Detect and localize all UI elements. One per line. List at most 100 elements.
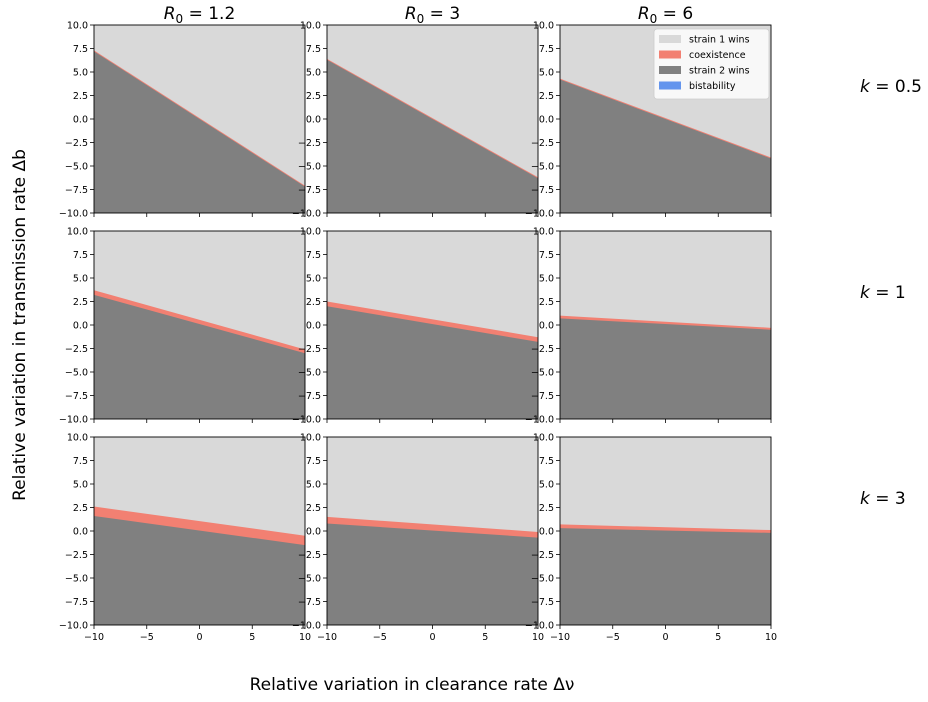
y-tick-label: 7.5 — [539, 44, 554, 55]
y-tick-label: 5.0 — [306, 67, 321, 78]
y-tick-label: 7.5 — [306, 250, 321, 261]
panel-r2-c2: 10.0 7.5 5.0 2.5 0.0 −2.5 −5.0 −7.5 −10.0−10 −5 0 5… — [525, 432, 777, 643]
panel-r1-c2: 10.0 7.5 5.0 2.5 0.0 −2.5 −5.0 −7.5 −10.0 — [525, 226, 772, 425]
y-tick-label: −2.5 — [298, 138, 321, 149]
x-tick-label: −5 — [140, 632, 154, 643]
y-tick-label: 0.0 — [73, 114, 88, 125]
y-tick-label: 0.0 — [73, 526, 88, 537]
y-tick-label: −7.5 — [65, 391, 88, 402]
y-tick-label: 10.0 — [300, 20, 321, 31]
region-strain2-wins — [327, 306, 538, 419]
panel-r0-c1: 10.0 7.5 5.0 2.5 0.0 −2.5 −5.0 −7.5 −10.0 — [292, 20, 539, 219]
y-tick-label: 7.5 — [73, 456, 88, 467]
y-tick-label: −10.0 — [292, 620, 321, 631]
region-strain2-wins — [94, 294, 305, 419]
y-tick-label: 5.0 — [539, 479, 554, 490]
y-tick-label: 2.5 — [306, 297, 321, 308]
x-tick-label: 0 — [429, 632, 435, 643]
region-strain2-wins — [560, 79, 771, 214]
region-strain2-wins — [560, 318, 771, 419]
y-tick-label: 2.5 — [73, 91, 88, 102]
legend-label: strain 1 wins — [689, 35, 750, 46]
y-tick-label: −10.0 — [59, 208, 88, 219]
y-tick-label: −2.5 — [65, 344, 88, 355]
y-tick-label: −2.5 — [65, 138, 88, 149]
region-strain2-wins — [94, 51, 305, 213]
legend-box — [653, 28, 770, 100]
row-label: k = 3 — [860, 489, 906, 509]
y-tick-label: 2.5 — [539, 503, 554, 514]
y-tick-label: −7.5 — [531, 185, 554, 196]
panel-r2-c0: 10.0 7.5 5.0 2.5 0.0 −2.5 −5.0 −7.5 −10.0−10 −5 0 5… — [59, 432, 311, 643]
legend-swatch — [659, 35, 681, 43]
x-tick-label: 5 — [249, 632, 255, 643]
y-tick-label: 10.0 — [533, 20, 554, 31]
panel-r2-c1: 10.0 7.5 5.0 2.5 0.0 −2.5 −5.0 −7.5 −10.0−10 −5 0 5… — [292, 432, 544, 643]
panel-r0-c2: 10.0 7.5 5.0 2.5 0.0 −2.5 −5.0 −7.5 −10.0 — [525, 20, 772, 219]
y-tick-label: 0.0 — [539, 526, 554, 537]
y-tick-label: 2.5 — [73, 297, 88, 308]
column-title: R0 = 6 — [638, 4, 693, 26]
legend-swatch — [659, 50, 681, 59]
x-tick-label: −5 — [606, 632, 620, 643]
y-tick-label: −10.0 — [292, 208, 321, 219]
x-axis-title: Relative variation in clearance rate Δν — [250, 675, 575, 695]
y-tick-label: −2.5 — [298, 550, 321, 561]
y-tick-label: −7.5 — [65, 185, 88, 196]
y-tick-label: 2.5 — [306, 503, 321, 514]
y-tick-label: −2.5 — [65, 550, 88, 561]
legend-swatch — [659, 66, 681, 74]
x-tick-label: 10 — [299, 632, 311, 643]
y-tick-label: −10.0 — [525, 620, 554, 631]
y-tick-label: −2.5 — [531, 138, 554, 149]
region-strain2-wins — [327, 59, 538, 213]
y-tick-label: 10.0 — [533, 432, 554, 443]
y-tick-label: −10.0 — [525, 208, 554, 219]
y-tick-label: −10.0 — [525, 414, 554, 425]
y-tick-label: −10.0 — [292, 414, 321, 425]
y-tick-label: 0.0 — [539, 114, 554, 125]
region-strain2-wins — [94, 515, 305, 625]
y-tick-label: 10.0 — [67, 20, 88, 31]
legend-label: coexistence — [689, 50, 746, 61]
x-tick-label: −10 — [550, 632, 570, 643]
y-tick-label: 0.0 — [306, 320, 321, 331]
panel-r1-c1: 10.0 7.5 5.0 2.5 0.0 −2.5 −5.0 −7.5 −10.0 — [292, 226, 539, 425]
y-tick-label: −5.0 — [531, 573, 554, 584]
y-tick-label: 10.0 — [533, 226, 554, 237]
y-tick-label: 10.0 — [300, 432, 321, 443]
column-title: R0 = 1.2 — [164, 4, 236, 26]
y-axis-title: Relative variation in transmission rate … — [10, 149, 30, 501]
x-tick-label: −5 — [373, 632, 387, 643]
x-tick-label: 0 — [196, 632, 202, 643]
y-tick-label: 7.5 — [539, 250, 554, 261]
y-tick-label: 2.5 — [539, 91, 554, 102]
y-tick-label: 7.5 — [539, 456, 554, 467]
y-tick-label: −10.0 — [59, 414, 88, 425]
y-tick-label: −7.5 — [65, 597, 88, 608]
y-tick-label: −7.5 — [298, 391, 321, 402]
y-tick-label: 10.0 — [300, 226, 321, 237]
y-tick-label: −10.0 — [59, 620, 88, 631]
legend-label: bistability — [689, 81, 736, 92]
y-tick-label: −7.5 — [298, 185, 321, 196]
legend-swatch — [659, 81, 681, 90]
y-tick-label: −2.5 — [298, 344, 321, 355]
y-tick-label: −5.0 — [65, 573, 88, 584]
y-tick-label: 0.0 — [73, 320, 88, 331]
y-tick-label: 7.5 — [306, 456, 321, 467]
y-tick-label: −7.5 — [531, 391, 554, 402]
x-tick-label: −10 — [84, 632, 104, 643]
region-strain2-wins — [560, 528, 771, 625]
y-tick-label: 5.0 — [73, 479, 88, 490]
panel-r0-c0: 10.0 7.5 5.0 2.5 0.0 −2.5 −5.0 −7.5 −10.0 — [59, 20, 306, 219]
y-tick-label: 5.0 — [306, 479, 321, 490]
y-tick-label: 5.0 — [73, 273, 88, 284]
legend: strain 1 wins coexistence strain 2 wins bis… — [653, 28, 770, 100]
y-tick-label: −5.0 — [298, 573, 321, 584]
y-tick-label: 5.0 — [539, 273, 554, 284]
y-tick-label: −5.0 — [531, 367, 554, 378]
y-tick-label: −5.0 — [298, 367, 321, 378]
y-tick-label: 0.0 — [539, 320, 554, 331]
